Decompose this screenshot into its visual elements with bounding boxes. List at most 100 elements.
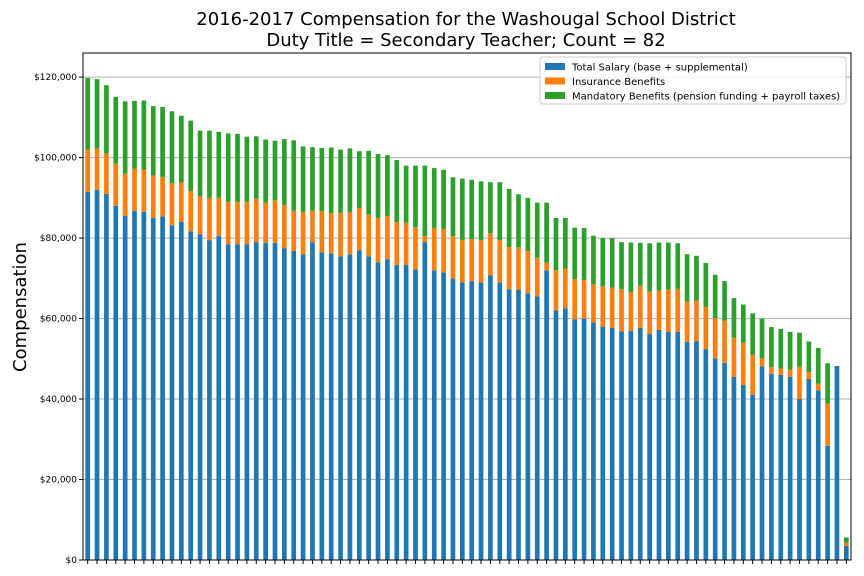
bar-segment-mandatory [319,147,325,212]
bar-segment-salary [478,282,484,560]
legend-swatch-mandatory [545,92,565,99]
bar-segment-insurance [731,337,737,377]
bar-segment-salary [235,244,240,560]
bar-segment-mandatory [750,313,755,355]
bar-segment-insurance [609,287,615,328]
bar-segment-mandatory [328,147,334,214]
bar-segment-salary [787,376,793,560]
bar-segment-salary [722,362,727,560]
bar-segment-salary [572,319,578,560]
bar-segment-salary [806,378,812,560]
bar-segment-insurance [600,286,606,327]
bar-segment-salary [394,265,400,560]
bar-segment-insurance [225,201,231,245]
bar-segment-mandatory [394,160,400,222]
bar-segment-insurance [403,222,409,266]
bar-segment-mandatory [235,133,240,202]
bar-segment-insurance [516,247,521,290]
bar-segment-mandatory [366,150,371,215]
bar-segment-mandatory [825,363,830,404]
bar-segment-mandatory [488,182,493,234]
bar-segment-mandatory [132,100,137,169]
bar-segment-insurance [825,403,830,446]
bar-segment-salary [534,296,540,560]
bar-segment-salary [675,331,681,560]
bar-segment-mandatory [581,228,587,281]
plot-frame [82,52,852,561]
bar-segment-insurance [534,257,540,297]
bar-segment-mandatory [216,131,222,198]
bar-segment-insurance [544,262,549,271]
bar-segment-salary [225,244,231,560]
bar-segment-mandatory [385,155,390,216]
bar-segment-mandatory [450,177,456,237]
bar-segment-salary [179,222,184,560]
y-tick-label: $100,000 [34,154,77,164]
bar-segment-insurance [488,233,493,276]
bar-segment-mandatory [197,130,203,197]
bar-segment-mandatory [628,242,634,293]
bar-segment-mandatory [637,242,643,286]
bar-segment-salary [431,270,437,560]
bar-segment-insurance [675,288,681,332]
bar-segment-salary [759,366,765,560]
bar-segment-salary [141,211,147,560]
bar-segment-insurance [422,236,428,243]
bar-segment-salary [459,282,465,560]
bar-segment-mandatory [815,347,821,384]
bar-segment-mandatory [263,139,268,203]
bar-segment-insurance [216,197,222,237]
axes: $0 $20,000 $40,000 $60,000 $80,000 $100,000 $1… [34,52,852,566]
bar-segment-insurance [150,175,156,218]
bar-segment-salary [113,205,119,560]
bar-segment-insurance [563,268,568,309]
bar-segment-salary [85,191,91,561]
bar-segment-salary [197,234,203,560]
bar-segment-salary [619,331,624,560]
bar-segment-salary [740,384,746,560]
bar-segment-salary [441,272,446,560]
bar-segment-mandatory [675,243,681,289]
bar-segment-mandatory [207,130,212,198]
bar-segment-mandatory [843,537,849,543]
bar-segment-mandatory [375,153,381,218]
bar-segment-mandatory [759,318,765,359]
bar-segment-mandatory [572,227,578,280]
bar-segment-salary [253,242,259,560]
bar-segment-insurance [291,210,297,251]
bar-segment-salary [450,278,456,560]
bar-segment-salary [497,282,503,560]
bar-segment-salary [104,193,109,561]
bar-segment-mandatory [656,242,662,291]
bar-segment-mandatory [179,115,184,183]
bar-segment-insurance [619,289,624,332]
bar-segment-mandatory [356,151,362,208]
bar-segment-insurance [338,212,343,257]
legend: Total Salary (base + supplemental) Insura… [539,56,847,105]
bar-segment-mandatory [310,147,315,211]
bar-segment-salary [581,318,587,560]
y-tick-label: $60,000 [40,315,77,325]
bar-segment-mandatory [544,202,549,263]
bar-segment-mandatory [282,139,287,206]
bar-segment-salary [647,333,652,560]
bar-segment-salary [328,253,334,560]
bar-segment-insurance [319,211,325,253]
bar-segment-mandatory [441,169,446,230]
bar-segment-salary [403,265,409,560]
bar-segment-insurance [104,153,109,194]
legend-label-insurance: Insurance Benefits [572,77,665,88]
bar-segment-mandatory [169,111,175,183]
bar-segment-mandatory [291,140,297,211]
bar-segment-insurance [637,285,643,328]
bar-segment-insurance [253,198,259,243]
bar-segment-insurance [797,366,802,400]
bar-segment-insurance [815,383,821,391]
bar-segment-mandatory [703,263,709,307]
bar-segment-mandatory [300,146,306,212]
bar-segment-insurance [441,229,446,273]
bar-segment-insurance [431,228,437,271]
bar-segment-insurance [656,290,662,330]
bar-segment-mandatory [431,168,437,229]
bar-segment-salary [366,256,371,560]
